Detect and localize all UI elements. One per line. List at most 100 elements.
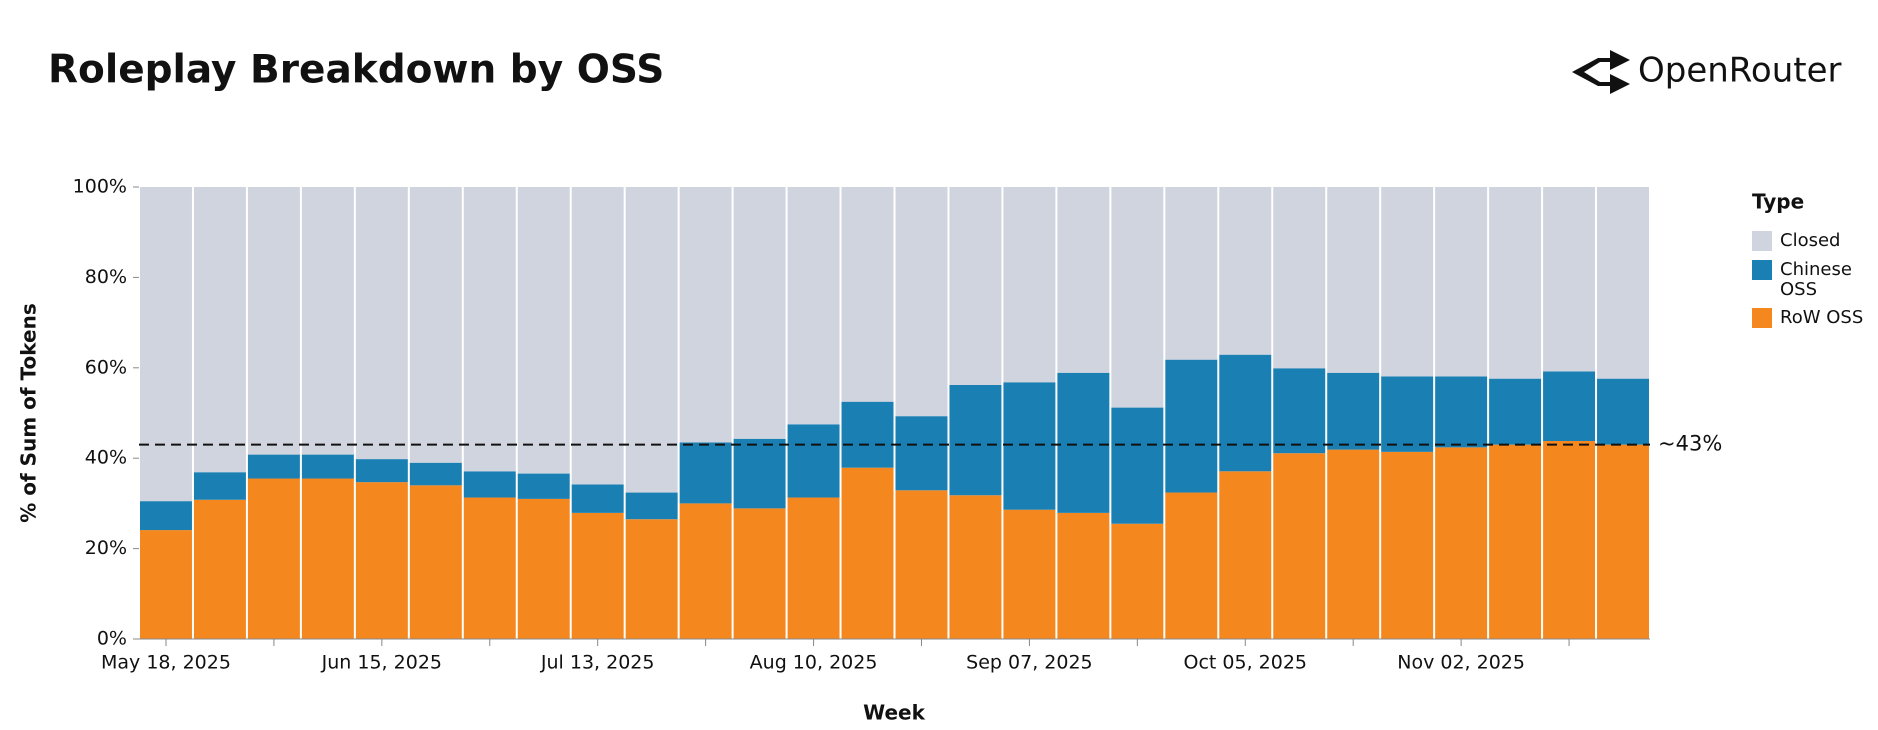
bar-segment bbox=[409, 485, 462, 639]
bar-segment bbox=[1219, 471, 1272, 639]
bar-segment bbox=[1003, 187, 1056, 383]
bar-segment bbox=[1489, 444, 1542, 639]
bar-segment bbox=[1435, 447, 1488, 639]
bar-segment bbox=[1435, 187, 1488, 377]
bar-segment bbox=[1327, 449, 1380, 639]
bar-segment bbox=[1327, 187, 1380, 373]
x-tick-label: Oct 05, 2025 bbox=[1184, 652, 1308, 674]
bar-segment bbox=[463, 187, 516, 472]
bar-segment bbox=[140, 187, 192, 502]
logo-icon bbox=[1572, 50, 1630, 94]
x-axis-title: Week bbox=[863, 701, 925, 725]
legend-label: Chinese OSS bbox=[1780, 259, 1852, 300]
bar-segment bbox=[1057, 512, 1110, 639]
chart-title: Roleplay Breakdown by OSS bbox=[48, 48, 664, 93]
bar-segment bbox=[787, 187, 840, 425]
bar-segment bbox=[679, 503, 732, 639]
bar-segment bbox=[1381, 451, 1434, 639]
bar-segment bbox=[1435, 376, 1488, 448]
bar-segment bbox=[1543, 441, 1596, 639]
y-tick-label: 20% bbox=[85, 537, 127, 559]
legend-swatch bbox=[1752, 231, 1772, 251]
bar-segment bbox=[463, 497, 516, 639]
bar-segment bbox=[1057, 187, 1110, 373]
bar-segment bbox=[1111, 523, 1164, 639]
x-tick-label: May 18, 2025 bbox=[101, 652, 231, 674]
bar-segment bbox=[517, 498, 570, 639]
bar-segment bbox=[625, 187, 678, 493]
bar-segment bbox=[1597, 444, 1649, 639]
bar-segment bbox=[1219, 354, 1272, 472]
bar-segment bbox=[1381, 187, 1434, 377]
bar-segment bbox=[949, 187, 1002, 385]
legend-swatch bbox=[1752, 308, 1772, 328]
bar-segment bbox=[625, 519, 678, 639]
bar-segment bbox=[1273, 453, 1326, 639]
y-tick-label: 100% bbox=[73, 176, 127, 198]
bar-segment bbox=[355, 459, 408, 483]
x-tick-label: Jun 15, 2025 bbox=[321, 652, 442, 674]
bar-segment bbox=[1165, 492, 1218, 639]
bar-segment bbox=[1003, 382, 1056, 510]
bar-segment bbox=[895, 416, 948, 491]
bar-segment bbox=[247, 187, 300, 455]
bar-segment bbox=[841, 467, 894, 639]
bar-segment bbox=[1489, 378, 1542, 445]
bar-segment bbox=[1273, 368, 1326, 454]
bar-segment bbox=[841, 187, 894, 402]
x-tick-label: Aug 10, 2025 bbox=[750, 652, 878, 674]
bar-segment bbox=[949, 495, 1002, 639]
bar-segment bbox=[571, 512, 624, 639]
bar-segment bbox=[1165, 359, 1218, 493]
reference-label: ~43% bbox=[1658, 432, 1722, 456]
brand-name: OpenRouter bbox=[1638, 51, 1842, 91]
bar-segment bbox=[787, 424, 840, 498]
bar-segment bbox=[625, 492, 678, 520]
bar-segment bbox=[193, 187, 246, 473]
bar-segment bbox=[949, 384, 1002, 496]
bar-segment bbox=[1219, 187, 1272, 355]
legend-title: Type bbox=[1752, 190, 1804, 214]
x-tick-label: Jul 13, 2025 bbox=[540, 652, 655, 674]
bar-segment bbox=[517, 473, 570, 499]
legend-swatch bbox=[1752, 260, 1772, 280]
bar-segment bbox=[895, 187, 948, 417]
x-tick-label: Nov 02, 2025 bbox=[1397, 652, 1525, 674]
legend-label: RoW OSS bbox=[1780, 307, 1863, 328]
bar-segment bbox=[1489, 187, 1542, 379]
bar-segment bbox=[1057, 372, 1110, 513]
bar-segment bbox=[247, 478, 300, 639]
y-tick-label: 40% bbox=[85, 447, 127, 469]
x-tick-label: Sep 07, 2025 bbox=[966, 652, 1092, 674]
logo: OpenRouter bbox=[1572, 50, 1842, 94]
bar-segment bbox=[1381, 376, 1434, 452]
bar-segment bbox=[571, 187, 624, 485]
y-tick-label: 0% bbox=[97, 628, 127, 650]
bar-segment bbox=[463, 471, 516, 498]
bar-segment bbox=[679, 187, 732, 443]
bar-segment bbox=[355, 482, 408, 639]
bar-segment bbox=[1111, 407, 1164, 524]
bar-segment bbox=[1543, 187, 1596, 372]
bar-segment bbox=[787, 497, 840, 639]
bar-segment bbox=[193, 472, 246, 500]
bar-segment bbox=[517, 187, 570, 474]
bar-segment bbox=[301, 454, 354, 479]
bar-segment bbox=[1273, 187, 1326, 369]
bar-segment bbox=[733, 508, 786, 639]
bar-segment bbox=[679, 442, 732, 504]
bar-segment bbox=[301, 187, 354, 455]
bar-segment bbox=[247, 454, 300, 479]
y-tick-label: 80% bbox=[85, 266, 127, 288]
bar-segment bbox=[1597, 187, 1649, 379]
legend-label: Closed bbox=[1780, 230, 1840, 251]
bar-segment bbox=[895, 490, 948, 639]
bar-segment bbox=[140, 501, 192, 531]
bar-segment bbox=[1597, 378, 1649, 445]
bar-segment bbox=[571, 484, 624, 513]
bar-segment bbox=[409, 187, 462, 463]
bar-segment bbox=[301, 478, 354, 639]
bar-segment bbox=[193, 499, 246, 639]
